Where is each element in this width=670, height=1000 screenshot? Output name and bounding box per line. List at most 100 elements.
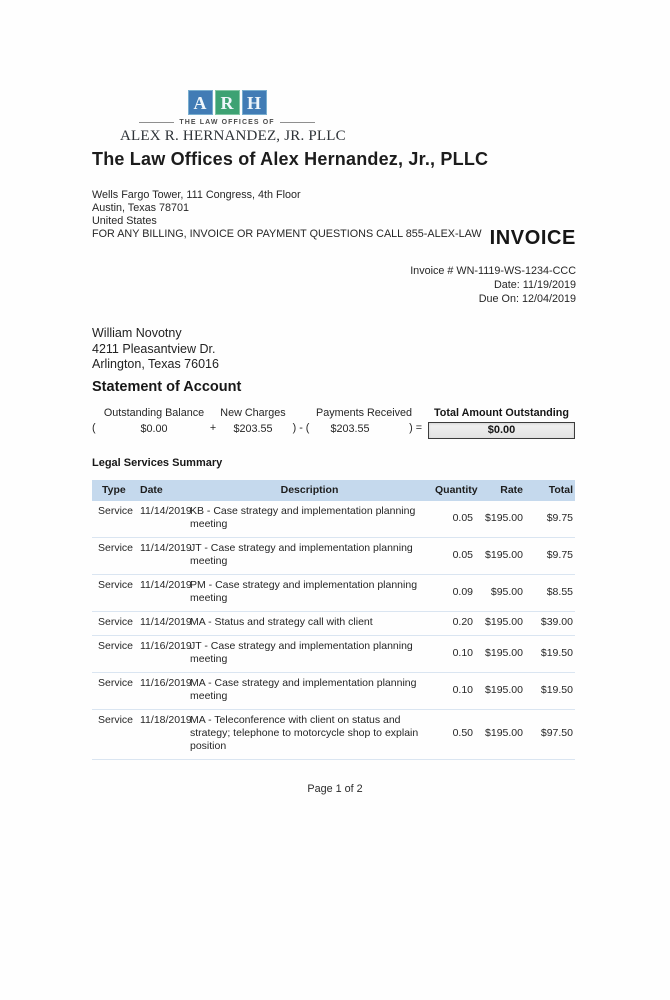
cell-quantity: 0.05 xyxy=(452,511,473,524)
cell-rate: $195.00 xyxy=(485,511,523,524)
column-header-date: Date xyxy=(140,484,163,496)
cell-total: $19.50 xyxy=(540,646,573,659)
cell-description: JT - Case strategy and implementation pl… xyxy=(190,640,413,665)
address-line: Wells Fargo Tower, 111 Congress, 4th Flo… xyxy=(92,189,301,201)
firm-logo: A R H THE LAW OFFICES OF ALEX R. HERNAND… xyxy=(120,90,346,145)
cell-type: Service xyxy=(98,542,134,554)
cell-rate: $95.00 xyxy=(490,585,523,598)
table-row: Service 11/16/2019 JT - Case strategy an… xyxy=(92,636,575,673)
services-table-header: Type Date Description Quantity Rate Tota… xyxy=(92,480,575,501)
equation-plus: + xyxy=(209,422,217,434)
logo-tile-r-icon: R xyxy=(214,90,240,115)
table-row: Service 11/14/2019 MA - Status and strat… xyxy=(92,612,575,636)
cell-quantity: 0.50 xyxy=(452,727,473,739)
invoice-date: Date: 11/19/2019 xyxy=(493,279,576,291)
invoice-heading: INVOICE xyxy=(489,227,576,249)
equation-equals: ) = xyxy=(409,422,422,434)
cell-quantity: 0.09 xyxy=(452,585,473,598)
cell-rate: $195.00 xyxy=(485,727,523,739)
cell-date: 11/16/2019 xyxy=(140,640,192,652)
column-header-description: Description xyxy=(280,484,339,496)
address-block: Wells Fargo Tower, 111 Congress, 4th Flo… xyxy=(92,189,482,241)
firm-title: The Law Offices of Alex Hernandez, Jr., … xyxy=(92,149,489,169)
new-charges: New Charges $203.55 xyxy=(220,407,286,435)
cell-quantity: 0.10 xyxy=(452,683,473,696)
address-line: United States xyxy=(92,215,157,227)
page-number: Page 1 of 2 xyxy=(307,783,363,795)
cell-type: Service xyxy=(98,579,134,591)
table-row: Service 11/14/2019 JT - Case strategy an… xyxy=(92,538,575,575)
statement-equation: ( Outstanding Balance $0.00 + New Charge… xyxy=(92,407,575,439)
logo-letter-tiles: A R H xyxy=(120,90,334,115)
logo-tile-h-icon: H xyxy=(241,90,267,115)
column-header-quantity: Quantity xyxy=(435,484,478,496)
equation-minus: ) - ( xyxy=(292,422,310,434)
cell-total: $8.55 xyxy=(546,585,573,598)
client-street: 4211 Pleasantview Dr. xyxy=(92,341,216,356)
cell-total: $97.50 xyxy=(540,727,573,739)
cell-description: MA - Teleconference with client on statu… xyxy=(190,714,419,752)
table-row: Service 11/16/2019 MA - Case strategy an… xyxy=(92,673,575,710)
cell-date: 11/14/2019 xyxy=(140,616,192,628)
cell-description: MA - Status and strategy call with clien… xyxy=(190,616,373,628)
payments-received-label: Payments Received xyxy=(316,407,413,419)
cell-date: 11/16/2019 xyxy=(140,677,192,689)
table-row: Service 11/14/2019 KB - Case strategy an… xyxy=(92,501,575,538)
client-city-state: Arlington, Texas 76016 xyxy=(92,357,219,371)
logo-tagline: THE LAW OFFICES OF xyxy=(139,119,315,126)
cell-date: 11/14/2019 xyxy=(140,505,192,517)
cell-description: KB - Case strategy and implementation pl… xyxy=(190,505,416,530)
total-amount-outstanding: Total Amount Outstanding $0.00 xyxy=(428,407,575,439)
address-line: FOR ANY BILLING, INVOICE OR PAYMENT QUES… xyxy=(92,228,482,240)
cell-description: MA - Case strategy and implementation pl… xyxy=(190,677,417,702)
tagline-rule-right xyxy=(279,122,315,123)
client-address-block: William Novotny 4211 Pleasantview Dr. Ar… xyxy=(92,326,219,373)
payments-received: Payments Received $203.55 xyxy=(316,407,413,435)
cell-rate: $195.00 xyxy=(485,646,523,659)
table-row: Service 11/18/2019 MA - Teleconference w… xyxy=(92,710,575,760)
cell-total: $9.75 xyxy=(546,511,573,524)
services-table-body: Service 11/14/2019 KB - Case strategy an… xyxy=(92,501,575,760)
services-summary-heading: Legal Services Summary xyxy=(92,457,223,469)
cell-type: Service xyxy=(98,677,134,689)
cell-quantity: 0.05 xyxy=(452,548,473,561)
cell-date: 11/18/2019 xyxy=(140,714,192,726)
cell-rate: $195.00 xyxy=(485,548,523,561)
new-charges-label: New Charges xyxy=(220,407,286,419)
cell-description: JT - Case strategy and implementation pl… xyxy=(190,542,413,567)
cell-description: PM - Case strategy and implementation pl… xyxy=(190,579,418,604)
cell-date: 11/14/2019 xyxy=(140,579,192,591)
invoice-due-date: Due On: 12/04/2019 xyxy=(478,293,576,305)
total-outstanding-label: Total Amount Outstanding xyxy=(434,407,569,419)
new-charges-value: $203.55 xyxy=(233,423,273,435)
equation-open-paren: ( xyxy=(92,422,96,434)
payments-received-value: $203.55 xyxy=(330,423,370,435)
outstanding-balance-label: Outstanding Balance xyxy=(103,407,205,419)
address-line: Austin, Texas 78701 xyxy=(92,202,190,214)
cell-quantity: 0.10 xyxy=(452,646,473,659)
table-row: Service 11/14/2019 PM - Case strategy an… xyxy=(92,575,575,612)
cell-quantity: 0.20 xyxy=(452,616,473,628)
cell-total: $9.75 xyxy=(546,548,573,561)
cell-total: $39.00 xyxy=(540,616,573,628)
total-outstanding-box: $0.00 xyxy=(428,422,575,439)
cell-type: Service xyxy=(98,616,134,628)
outstanding-balance: Outstanding Balance $0.00 xyxy=(102,407,206,435)
cell-date: 11/14/2019 xyxy=(140,542,192,554)
column-header-rate: Rate xyxy=(500,484,523,496)
logo-tile-a-icon: A xyxy=(187,90,213,115)
cell-total: $19.50 xyxy=(540,683,573,696)
client-name: William Novotny xyxy=(92,326,182,340)
outstanding-balance-value: $0.00 xyxy=(140,423,168,435)
invoice-number: Invoice # WN-1119-WS-1234-CCC xyxy=(410,265,576,277)
cell-type: Service xyxy=(98,640,134,652)
logo-firm-name: ALEX R. HERNANDEZ, JR. PLLC xyxy=(120,128,346,144)
cell-rate: $195.00 xyxy=(485,616,523,628)
tagline-rule-left xyxy=(139,122,175,123)
cell-rate: $195.00 xyxy=(485,683,523,696)
column-header-total: Total xyxy=(548,484,573,496)
cell-type: Service xyxy=(98,505,134,517)
statement-heading: Statement of Account xyxy=(92,379,242,395)
services-table: Type Date Description Quantity Rate Tota… xyxy=(92,480,575,760)
